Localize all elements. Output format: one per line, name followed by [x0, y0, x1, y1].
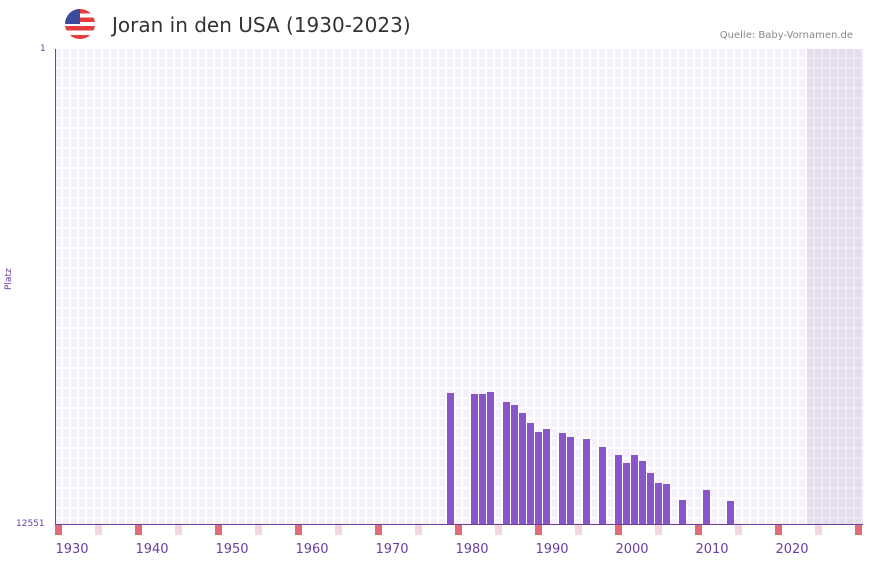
bar-2000[interactable]: [631, 455, 638, 524]
decade-marker: [295, 525, 302, 535]
bar-1994[interactable]: [583, 439, 590, 524]
bar-1985[interactable]: [511, 405, 518, 524]
half-decade-marker: [575, 525, 582, 535]
x-tick-label: 1950: [215, 542, 249, 557]
half-decade-marker: [415, 525, 422, 535]
decade-marker: [55, 525, 62, 535]
bar-1989[interactable]: [543, 428, 550, 524]
y-tick-bottom: 12551: [16, 519, 45, 529]
bar-1984[interactable]: [503, 402, 510, 524]
bar-1981[interactable]: [479, 394, 486, 524]
plot-area: [55, 49, 863, 524]
bar-2009[interactable]: [703, 489, 710, 524]
bar-1992[interactable]: [567, 436, 574, 524]
bar-2012[interactable]: [727, 501, 734, 524]
y-axis-line: [55, 49, 56, 525]
bar-1988[interactable]: [535, 431, 542, 524]
half-decade-marker: [255, 525, 262, 535]
bar-2001[interactable]: [639, 461, 646, 524]
decade-marker: [215, 525, 222, 535]
bar-1998[interactable]: [615, 455, 622, 524]
x-axis-line: [55, 524, 863, 525]
y-tick-top: 1: [40, 44, 46, 54]
x-tick-label: 1980: [455, 542, 489, 557]
bar-1996[interactable]: [599, 447, 606, 524]
source-label: Quelle: Baby-Vornamen.de: [719, 30, 853, 41]
x-tick-label: 2020: [775, 542, 809, 557]
bar-1987[interactable]: [527, 422, 534, 524]
decade-marker: [695, 525, 702, 535]
half-decade-marker: [815, 525, 822, 535]
half-decade-marker: [495, 525, 502, 535]
decade-marker: [375, 525, 382, 535]
decade-marker: [855, 525, 862, 535]
half-decade-marker: [95, 525, 102, 535]
half-decade-marker: [735, 525, 742, 535]
y-axis-title: Platz: [4, 268, 14, 290]
us-flag-icon: [65, 9, 95, 39]
bar-2006[interactable]: [679, 500, 686, 524]
half-decade-marker: [655, 525, 662, 535]
bar-1980[interactable]: [471, 394, 478, 524]
bar-1999[interactable]: [623, 463, 630, 524]
bar-1991[interactable]: [559, 433, 566, 524]
bar-2004[interactable]: [663, 483, 670, 524]
bar-1977[interactable]: [447, 393, 454, 524]
bar-2002[interactable]: [647, 472, 654, 524]
x-tick-label: 1930: [55, 542, 89, 557]
x-tick-label: 1990: [535, 542, 569, 557]
x-tick-label: 2010: [695, 542, 729, 557]
x-tick-label: 1960: [295, 542, 329, 557]
bar-1982[interactable]: [487, 392, 494, 524]
bar-2003[interactable]: [655, 483, 662, 524]
future-years-shade: [807, 49, 863, 524]
x-tick-label: 1970: [375, 542, 409, 557]
bar-1986[interactable]: [519, 413, 526, 524]
chart-title: Joran in den USA (1930-2023): [112, 13, 411, 37]
decade-marker: [615, 525, 622, 535]
half-decade-marker: [335, 525, 342, 535]
decade-marker: [535, 525, 542, 535]
decade-marker: [135, 525, 142, 535]
x-tick-label: 2000: [615, 542, 649, 557]
half-decade-marker: [175, 525, 182, 535]
decade-marker: [775, 525, 782, 535]
x-tick-label: 1940: [135, 542, 169, 557]
decade-marker: [455, 525, 462, 535]
